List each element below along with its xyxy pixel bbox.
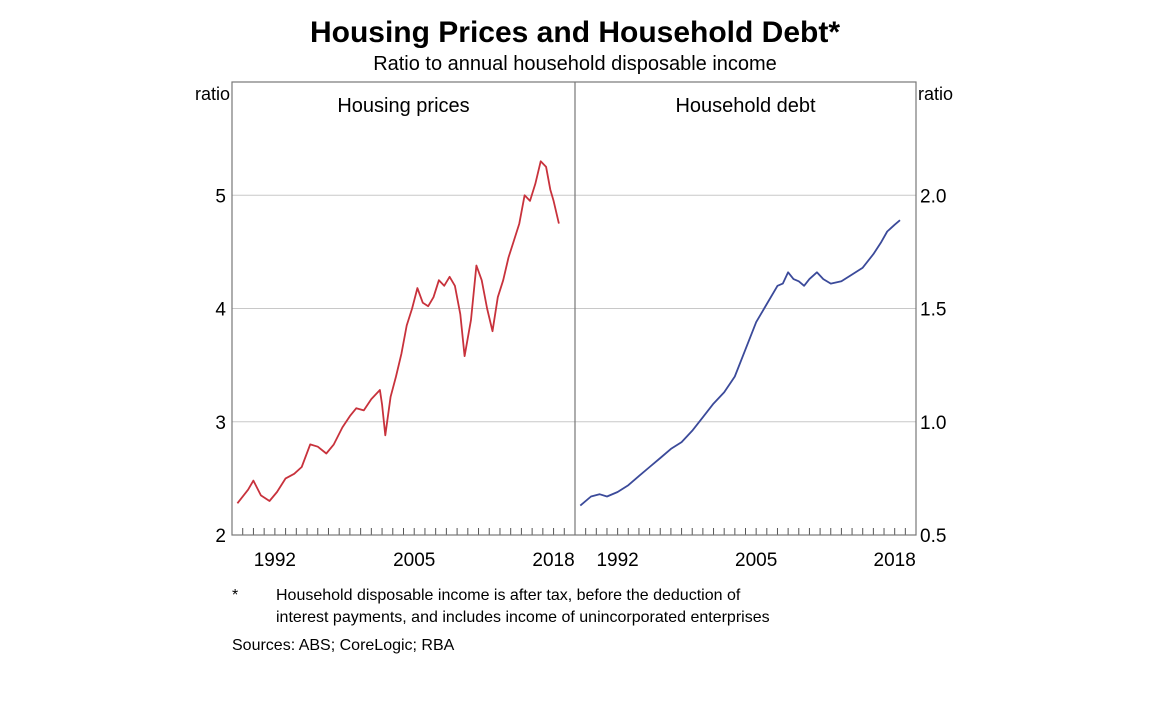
- sources-note: Sources: ABS; CoreLogic; RBA: [232, 637, 455, 654]
- footnote-line-2: interest payments, and includes income o…: [276, 609, 770, 626]
- chart-subtitle: Ratio to annual household disposable inc…: [373, 53, 777, 75]
- panel-2-ytick-label: 0.5: [920, 526, 946, 547]
- footnote-marker: *: [232, 587, 238, 604]
- panel-2-ytick-label: 2.0: [920, 186, 946, 207]
- panel-1-xtick-label: 2005: [393, 550, 435, 571]
- panel-1-ytick-label: 3: [215, 413, 226, 434]
- panel-2-axis-label: ratio: [918, 84, 953, 104]
- panel-1-axis-label: ratio: [195, 84, 230, 104]
- panel-2-xtick-label: 1992: [596, 550, 638, 571]
- chart-title: Housing Prices and Household Debt*: [310, 16, 840, 49]
- plot-frame: [231, 81, 917, 536]
- panel-1-series-line: [236, 160, 560, 504]
- panel-1-xtick-label: 2018: [532, 550, 574, 571]
- panel-2-xtick-label: 2005: [735, 550, 777, 571]
- panel-1-ytick-label: 2: [215, 526, 226, 547]
- panel-1-ytick-label: 4: [215, 300, 226, 321]
- panel-2-xtick-label: 2018: [874, 550, 916, 571]
- panel-1-title: Housing prices: [337, 95, 469, 117]
- footnote-line-1: Household disposable income is after tax…: [276, 587, 741, 604]
- panel-2-series-line: [579, 219, 901, 507]
- panel-2-ytick-label: 1.0: [920, 413, 946, 434]
- panel-2-title: Household debt: [675, 95, 816, 117]
- panel-1-ytick-label: 5: [215, 186, 226, 207]
- plot-area: 2 3 4 5 1992 2005 2018 ratio Housing prices 0.5 1.…: [195, 81, 953, 571]
- panel-1-xtick-label: 1992: [254, 550, 296, 571]
- panel-2-ytick-label: 1.5: [920, 300, 946, 321]
